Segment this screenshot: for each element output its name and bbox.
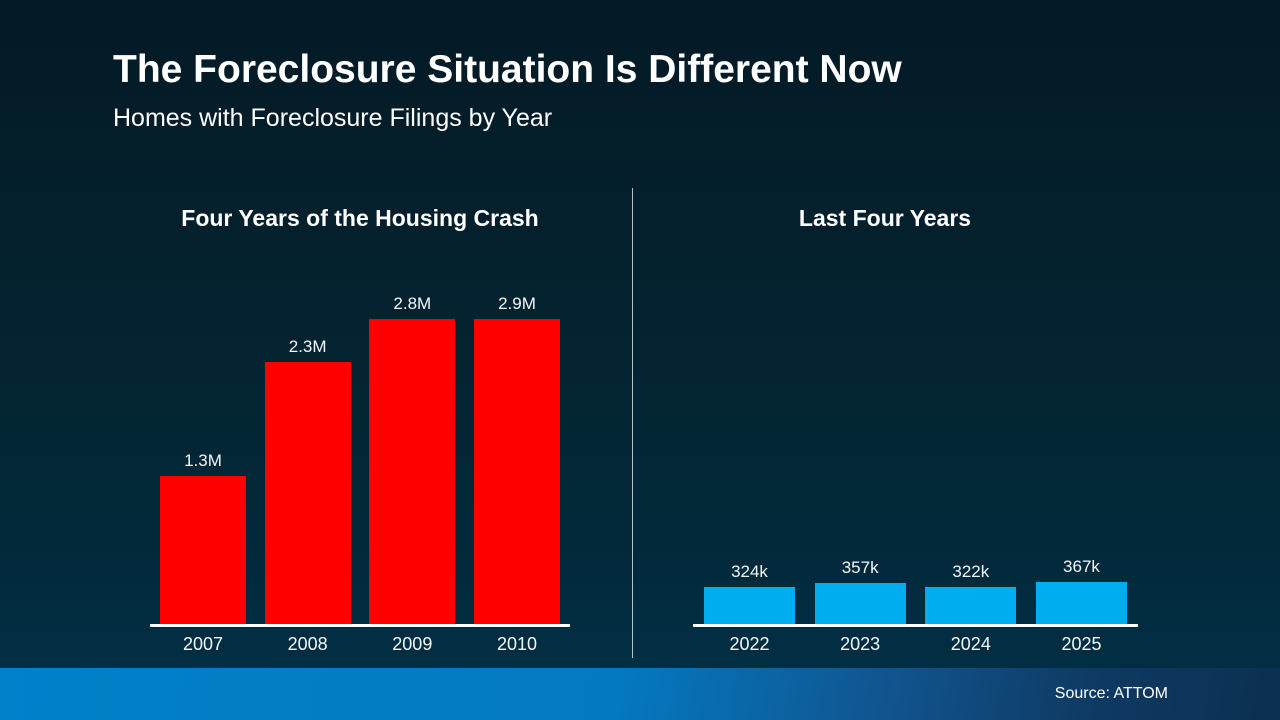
- bar: [160, 476, 246, 624]
- recent-chart-title: Last Four Years: [798, 205, 972, 231]
- recent-chart-x-axis: [693, 624, 1138, 627]
- bar-column: 322k: [925, 294, 1017, 624]
- crash-chart-plot: 1.3M 2.3M 2.8M 2.9M: [150, 294, 570, 624]
- bar: [473, 319, 560, 624]
- x-tick-label: 2025: [1061, 634, 1102, 654]
- bar-value-label: 2.3M: [288, 337, 327, 356]
- bar-value-label: 2.8M: [393, 294, 432, 313]
- bar-value-label: 367k: [1063, 557, 1100, 576]
- bar: [1035, 582, 1127, 624]
- bar: [704, 587, 795, 624]
- slide-title: The Foreclosure Situation Is Different N…: [113, 48, 902, 91]
- recent-chart-plot: 324k 357k 322k 367k: [693, 294, 1138, 624]
- bar-value-label: 322k: [952, 562, 990, 581]
- bar-value-label: 324k: [731, 562, 768, 581]
- x-tick-label: 2009: [392, 634, 433, 654]
- bar-column: 2.3M: [264, 294, 351, 624]
- crash-chart-title: Four Years of the Housing Crash: [181, 205, 539, 231]
- slide-subtitle: Homes with Foreclosure Filings by Year: [113, 104, 553, 132]
- x-tick-label: 2024: [950, 634, 991, 654]
- bar-value-label: 2.9M: [498, 294, 536, 313]
- bar-column: 357k: [814, 294, 906, 624]
- crash-chart-x-axis: [150, 624, 570, 627]
- source-label: Source: ATTOM: [1054, 685, 1168, 702]
- x-tick-label: 2022: [729, 634, 770, 654]
- bar-column: 2.9M: [473, 294, 560, 624]
- x-tick-label: 2010: [496, 634, 537, 654]
- recent-chart-x-labels: 2022 2023 2024 2025: [693, 634, 1138, 655]
- bar-column: 367k: [1035, 294, 1127, 624]
- x-tick-label: 2008: [287, 634, 328, 654]
- bar-column: 1.3M: [160, 294, 246, 624]
- bar-column: 324k: [704, 294, 795, 624]
- x-tick-label: 2023: [840, 634, 881, 654]
- panel-divider: [632, 188, 633, 658]
- bar: [814, 583, 906, 624]
- bar-value-label: 357k: [841, 558, 879, 577]
- x-tick-label: 2007: [182, 634, 224, 654]
- bar: [264, 362, 351, 624]
- bar-value-label: 1.3M: [184, 451, 222, 470]
- bar-column: 2.8M: [369, 294, 456, 624]
- crash-chart-x-labels: 2007 2008 2009 2010: [150, 634, 570, 655]
- bar: [925, 587, 1017, 624]
- footer-bar: Source: ATTOM: [0, 668, 1280, 720]
- bar: [369, 319, 456, 624]
